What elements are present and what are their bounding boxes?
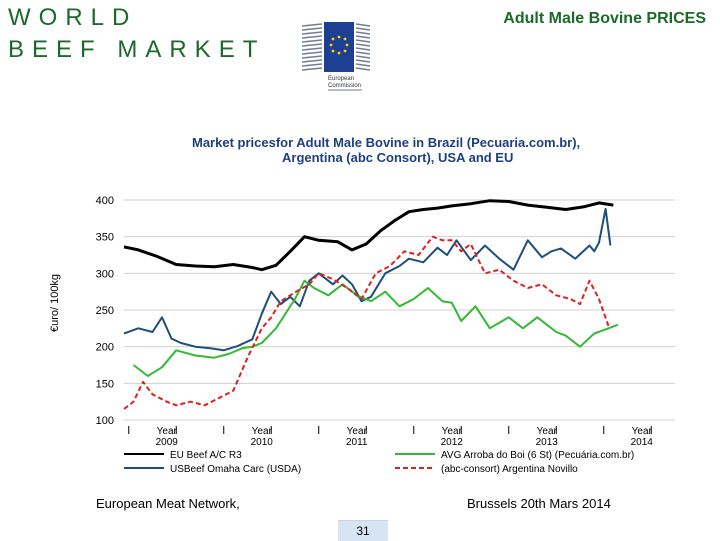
bovine-price-chart: Market pricesfor Adult Male Bovine in Br… (49, 135, 675, 475)
x-tick-labels: Year2009Year2010Year2011Year2012Year2013… (128, 426, 654, 448)
logo-text-commission: Commission (328, 83, 361, 89)
x-tick-year-word: Year (632, 426, 653, 437)
chart-legend: EU Beef A/C R3 USBeef Omaha Carc (USDA) AV… (124, 450, 634, 475)
grid-lines (124, 199, 675, 421)
series-line-1 (123, 207, 612, 352)
y-tick-label: 200 (96, 342, 114, 354)
chart-title-line2: Argentina (abc Consort), USA and EU (282, 150, 513, 165)
page-number: 31 (338, 520, 388, 541)
x-tick-year-word: Year (157, 426, 178, 437)
eu-stars-icon (329, 35, 349, 55)
y-tick-labels: 100 150 200 250 300 350 400 (96, 195, 114, 427)
logo-text-european: European (328, 76, 354, 82)
legend-label-2: AVG Arroba do Boi (6 St) (Pecuária.com.b… (441, 450, 634, 461)
y-tick-label: 300 (96, 268, 114, 280)
footer-organization: European Meat Network, (96, 496, 240, 511)
series-line-2 (132, 279, 619, 377)
header-world-text: WORLD (8, 4, 138, 31)
slide-title: Adult Male Bovine PRICES (503, 10, 706, 27)
x-tick-year-number: 2011 (346, 437, 368, 448)
x-tick-year-word: Year (347, 426, 368, 437)
x-tick-year-number: 2013 (536, 437, 559, 448)
x-tick-year-number: 2010 (251, 437, 274, 448)
y-tick-label: 100 (96, 415, 114, 427)
x-tick-year-word: Year (537, 426, 558, 437)
y-tick-label: 150 (96, 378, 114, 390)
x-tick-year-number: 2012 (441, 437, 464, 448)
series-line-3 (123, 235, 610, 410)
x-tick-year-number: 2014 (631, 437, 654, 448)
y-tick-label: 250 (96, 305, 114, 317)
footer-date: Brussels 20th Mars 2014 (467, 496, 611, 511)
y-tick-label: 400 (96, 195, 114, 207)
european-commission-logo: European Commission (301, 22, 371, 91)
y-tick-label: 350 (96, 232, 114, 244)
x-tick-year-word: Year (252, 426, 273, 437)
x-tick-year-number: 2009 (156, 437, 179, 448)
x-tick-year-word: Year (442, 426, 463, 437)
ec-building-icon (301, 23, 371, 71)
y-axis-label: €uro/ 100kg (49, 274, 61, 332)
legend-label-3: (abc-consort) Argentina Novillo (441, 464, 578, 475)
legend-label-1: USBeef Omaha Carc (USDA) (170, 464, 301, 475)
eu-flag-icon (324, 22, 354, 72)
header-beef-market-text: BEEF MARKET (8, 36, 266, 63)
series-lines (123, 199, 619, 410)
series-line-0 (123, 199, 614, 272)
chart-title-line1: Market pricesfor Adult Male Bovine in Br… (192, 135, 580, 150)
legend-label-0: EU Beef A/C R3 (170, 450, 242, 461)
